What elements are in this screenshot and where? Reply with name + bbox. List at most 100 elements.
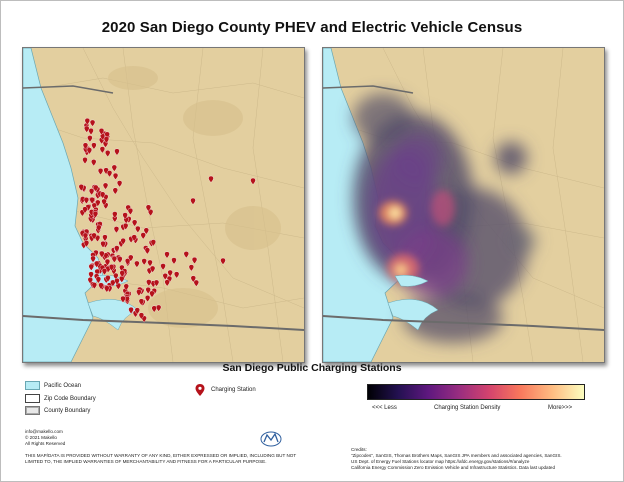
credits-line-3: California Energy Commission Zero Emissi… bbox=[351, 465, 556, 470]
charging-station-marker bbox=[111, 255, 118, 263]
charging-station-marker bbox=[153, 279, 160, 287]
charging-station-marker bbox=[120, 295, 126, 303]
charging-station-marker bbox=[155, 304, 162, 312]
legend-station-label: Charging Station bbox=[211, 387, 256, 393]
charging-station-marker bbox=[135, 225, 141, 233]
charging-station-marker bbox=[122, 212, 128, 220]
charging-station-marker bbox=[78, 184, 84, 192]
charging-station-marker bbox=[144, 247, 151, 255]
charging-station-marker bbox=[86, 147, 93, 155]
charging-station-marker bbox=[150, 239, 157, 247]
charging-station-marker bbox=[128, 306, 134, 314]
charging-station-marker bbox=[123, 283, 129, 291]
charging-station-marker bbox=[151, 305, 157, 313]
map-title: 2020 San Diego County PHEV and Electric … bbox=[101, 19, 523, 36]
charging-station-marker bbox=[112, 172, 119, 180]
credits-label: Credits: bbox=[351, 447, 367, 452]
charging-station-marker bbox=[131, 219, 138, 227]
charging-station-marker bbox=[171, 257, 177, 265]
legend-zip: Zip Code Boundary bbox=[25, 394, 96, 403]
charging-station-marker bbox=[128, 254, 134, 262]
mission-bay bbox=[394, 274, 429, 287]
charging-station-marker bbox=[87, 135, 93, 143]
charging-station-marker bbox=[105, 275, 111, 283]
contact-email[interactable]: info@makello.com bbox=[25, 429, 63, 434]
charging-station-marker bbox=[88, 263, 94, 271]
ocean-swatch bbox=[25, 381, 40, 390]
charging-station-marker bbox=[84, 117, 91, 125]
charging-station-marker bbox=[188, 264, 195, 272]
charging-station-marker bbox=[95, 276, 102, 284]
charging-station-marker bbox=[101, 198, 107, 206]
charging-station-markers bbox=[78, 117, 256, 323]
charging-station-marker bbox=[140, 232, 146, 240]
charging-station-marker bbox=[119, 275, 125, 283]
charging-station-marker bbox=[143, 227, 150, 235]
charging-station-marker bbox=[89, 196, 95, 204]
charging-station-marker bbox=[101, 268, 108, 276]
charging-station-marker bbox=[112, 215, 118, 223]
legend-county: County Boundary bbox=[25, 406, 90, 415]
san-diego-bay bbox=[387, 299, 439, 331]
station-density-map bbox=[322, 47, 605, 363]
charging-station-marker bbox=[250, 177, 256, 185]
charging-station-marker bbox=[117, 256, 123, 264]
county-boundary bbox=[323, 315, 604, 331]
credits-line-1: "Zipcodes", SanGIS, Thomas Brothers Maps… bbox=[351, 453, 562, 458]
charging-station-marker bbox=[102, 182, 109, 190]
charging-station-marker bbox=[162, 273, 168, 281]
charging-station-marker bbox=[94, 260, 100, 268]
charging-station-marker bbox=[104, 150, 111, 158]
charging-station-marker bbox=[112, 211, 118, 219]
charging-station-marker bbox=[208, 175, 214, 183]
charging-station-marker bbox=[82, 232, 89, 240]
charging-station-marker bbox=[82, 142, 89, 150]
charging-station-marker bbox=[141, 258, 147, 266]
county-boundary-north bbox=[323, 85, 414, 94]
disclaimer-text: THIS MAP/DATA IS PROVIDED WITHOUT WARRAN… bbox=[25, 453, 297, 464]
charging-station-marker bbox=[90, 255, 96, 263]
charging-station-marker bbox=[119, 270, 125, 278]
charging-station-marker bbox=[106, 170, 113, 178]
charging-station-marker bbox=[91, 159, 97, 167]
charging-station-marker bbox=[82, 157, 88, 165]
charging-station-marker bbox=[144, 295, 151, 303]
terrain-patches bbox=[108, 66, 281, 328]
charging-station-marker bbox=[83, 197, 90, 204]
charging-station-marker bbox=[99, 146, 106, 154]
charging-station-marker bbox=[100, 240, 106, 248]
charging-station-marker bbox=[149, 265, 156, 273]
charging-station-marker bbox=[93, 184, 99, 192]
charging-station-marker bbox=[99, 191, 106, 199]
charging-station-marker bbox=[164, 251, 170, 259]
density-more-label: More>>> bbox=[548, 405, 573, 411]
charging-station-marker bbox=[111, 164, 118, 172]
charging-station-marker bbox=[114, 277, 120, 285]
charging-station-marker bbox=[138, 298, 145, 306]
charging-station-marker bbox=[173, 271, 180, 279]
charging-station-marker bbox=[96, 224, 102, 232]
charging-station-marker bbox=[122, 222, 129, 230]
charging-station-marker bbox=[113, 226, 120, 234]
charging-station-marker bbox=[102, 234, 108, 242]
charging-station-marker bbox=[134, 260, 140, 268]
legend-station: Charging Station bbox=[195, 384, 256, 396]
charging-station-marker bbox=[83, 240, 90, 248]
charging-station-marker bbox=[82, 206, 88, 214]
contact-copyright: © 2021 Makello bbox=[25, 435, 57, 440]
map-pin-icon bbox=[195, 384, 205, 396]
charging-station-marker bbox=[134, 307, 140, 315]
station-points-map bbox=[22, 47, 305, 363]
density-title-label: Charging Station Density bbox=[434, 405, 501, 411]
charging-station-marker bbox=[145, 286, 151, 294]
charging-station-marker bbox=[114, 148, 120, 156]
charging-station-marker bbox=[98, 128, 105, 136]
charging-station-marker bbox=[91, 142, 97, 150]
charging-station-marker bbox=[220, 257, 226, 265]
charging-station-marker bbox=[108, 264, 115, 272]
charging-station-marker bbox=[103, 136, 110, 144]
charging-station-marker bbox=[191, 256, 198, 264]
san-diego-bay bbox=[87, 299, 139, 331]
zip-swatch bbox=[25, 394, 40, 403]
charging-station-marker bbox=[190, 275, 196, 283]
